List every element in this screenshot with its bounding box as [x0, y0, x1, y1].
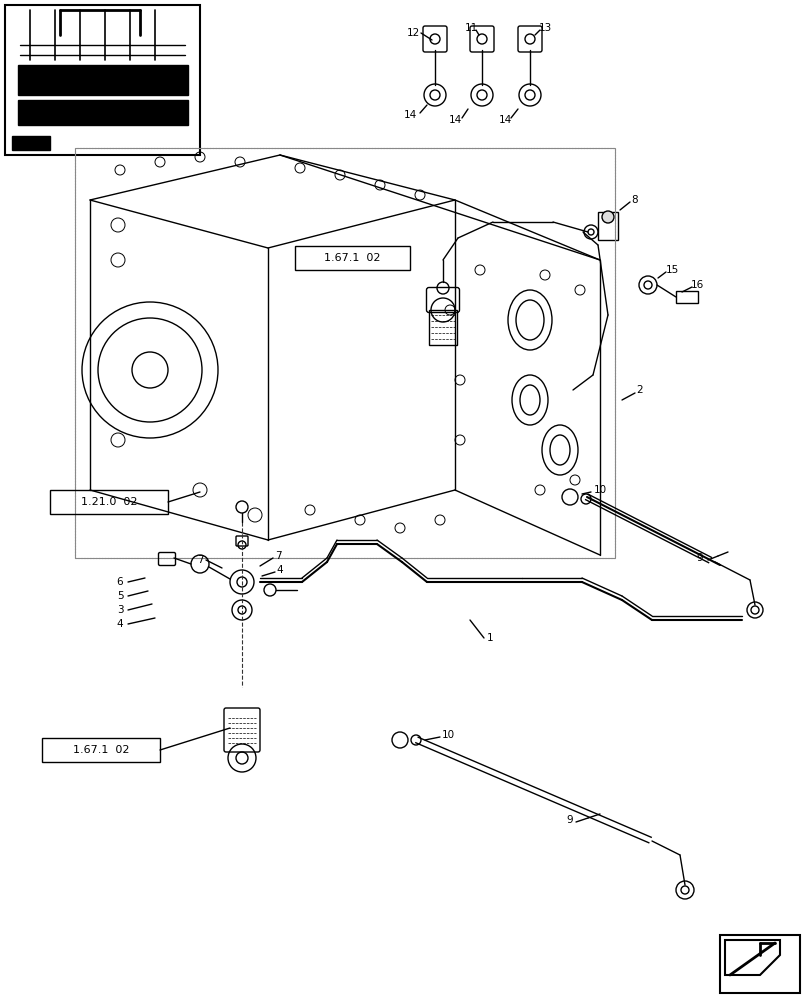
Text: 1.67.1  02: 1.67.1 02 — [73, 745, 129, 755]
Text: 14: 14 — [499, 115, 511, 125]
Bar — [18, 65, 188, 95]
Text: 15: 15 — [665, 265, 679, 275]
Text: 3: 3 — [116, 605, 124, 615]
Bar — [676, 291, 698, 303]
Text: 10: 10 — [593, 485, 607, 495]
Text: 14: 14 — [448, 115, 461, 125]
Bar — [295, 246, 410, 270]
Text: 12: 12 — [406, 28, 419, 38]
Bar — [12, 136, 50, 150]
Text: 1.21.0  02: 1.21.0 02 — [81, 497, 137, 507]
Bar — [75, 148, 615, 558]
Text: 7: 7 — [275, 551, 281, 561]
Text: 16: 16 — [690, 280, 704, 290]
Text: 1.67.1  02: 1.67.1 02 — [324, 253, 381, 263]
Text: 7: 7 — [196, 555, 204, 565]
Bar — [50, 490, 168, 514]
Text: 5: 5 — [116, 591, 124, 601]
Bar — [18, 100, 188, 125]
Text: 4: 4 — [116, 619, 124, 629]
Text: 10: 10 — [441, 730, 455, 740]
Text: 8: 8 — [632, 195, 638, 205]
Text: 14: 14 — [403, 110, 417, 120]
Bar — [429, 310, 457, 345]
Circle shape — [602, 211, 614, 223]
Text: 13: 13 — [538, 23, 552, 33]
Text: 2: 2 — [637, 385, 643, 395]
Bar — [42, 738, 160, 762]
Text: 9: 9 — [566, 815, 574, 825]
Text: 9: 9 — [696, 553, 703, 563]
Bar — [75, 148, 615, 558]
Bar — [720, 935, 800, 993]
Bar — [598, 212, 618, 240]
Text: 1: 1 — [486, 633, 494, 643]
Bar — [5, 5, 200, 155]
Text: 11: 11 — [465, 23, 478, 33]
Text: 6: 6 — [116, 577, 124, 587]
Text: 4: 4 — [276, 565, 284, 575]
